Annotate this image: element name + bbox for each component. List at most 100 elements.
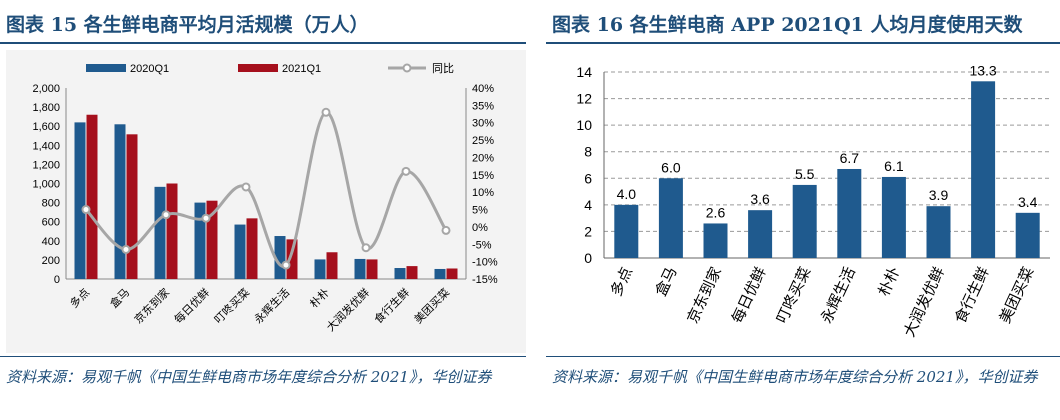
legend-label-2020q1: 2020Q1 [130, 63, 169, 75]
x-tick-label: 大润发优鲜 [323, 285, 372, 334]
data-label: 5.5 [795, 166, 815, 182]
y2-tick-label: 35% [472, 100, 494, 112]
bar [614, 204, 639, 258]
bar [881, 176, 906, 258]
bar-2021q1 [166, 183, 178, 279]
chart-15: 0 200 400 600 800 1,000 1,200 1,400 1,600 1,800 2,… [32, 62, 498, 334]
y-tick-label: 600 [42, 217, 60, 229]
yoy-point [441, 225, 451, 235]
bar-2020q1 [274, 236, 286, 279]
yoy-point [121, 244, 131, 254]
x-tick-label: 叮咚买菜 [211, 285, 252, 326]
y-tick-label: 6 [584, 170, 592, 186]
x-tick-label: 每日优鲜 [729, 265, 770, 327]
yoy-point [361, 243, 371, 253]
y-tick-label: 12 [576, 91, 592, 107]
bar [748, 210, 773, 258]
yoy-point [321, 107, 331, 117]
bar-2020q1 [154, 186, 166, 279]
y-tick-label: 1,200 [32, 159, 60, 171]
y2-tick-label: 15% [472, 170, 494, 182]
figure-15-source: 资料来源：易观千帆《中国生鲜电商市场年度综合分析 2021》，华创证券 [6, 368, 492, 386]
y2-tick-label: -5% [472, 239, 492, 251]
y-tick-label: 1,800 [32, 102, 60, 114]
data-label: 6.7 [840, 150, 860, 166]
y-tick-label: 400 [42, 236, 60, 248]
yoy-line [84, 110, 448, 268]
bar-2020q1 [394, 268, 406, 279]
bar [926, 206, 951, 258]
y-tick-label: 1,600 [32, 121, 60, 133]
y2-tick-label: 10% [472, 187, 494, 199]
y2-tick-label: 25% [472, 135, 494, 147]
bar-2021q1 [446, 268, 458, 279]
bar-2021q1 [406, 266, 418, 279]
bar-2020q1 [194, 202, 206, 279]
x-tick-label: 多点 [608, 265, 636, 299]
y-tick-label: 200 [42, 255, 60, 267]
x-tick-label: 盒马 [107, 285, 132, 310]
y-tick-label: 10 [576, 117, 592, 133]
data-label: 13.3 [969, 62, 996, 78]
y-tick-label: 800 [42, 198, 60, 210]
chart-15-area: 0 200 400 600 800 1,000 1,200 1,400 1,600 1,800 2,… [6, 50, 526, 353]
x-tick-label: 美团买菜 [412, 286, 452, 326]
source-rule [546, 356, 1060, 357]
data-label: 2.6 [706, 204, 726, 220]
x-tick-label: 京东到家 [131, 285, 172, 326]
y-tick-label: 0 [584, 250, 592, 266]
yoy-point [161, 210, 171, 220]
bar-2020q1 [234, 224, 246, 279]
y2-tick-label: 5% [472, 205, 488, 217]
y-tick-label: 8 [584, 144, 592, 160]
bar-2021q1 [206, 200, 218, 279]
y-tick-label: 1,400 [32, 140, 60, 152]
bar [1015, 212, 1040, 258]
bar [703, 223, 728, 258]
x-tick-label: 朴朴 [875, 265, 903, 299]
bar-2021q1 [326, 252, 338, 279]
bar-2021q1 [126, 134, 138, 279]
y2-tick-label: -10% [472, 257, 498, 269]
figure-16: 图表 16 各生鲜电商 APP 2021Q1 人均月度使用天数 0 2 4 6 8 10 1… [546, 0, 1060, 420]
yoy-point [281, 260, 291, 270]
yoy-point [201, 213, 211, 223]
figure-15-title: 图表 15 各生鲜电商平均月活规模（万人） [6, 14, 369, 36]
bar-2021q1 [366, 259, 378, 279]
legend-marker-yoy [402, 63, 412, 73]
data-label: 6.0 [661, 159, 681, 175]
x-tick-label: 食行生鲜 [371, 285, 412, 326]
x-tick-label: 盒马 [652, 265, 680, 299]
bar [658, 178, 683, 258]
x-tick-label: 叮咚买菜 [774, 265, 815, 327]
data-label: 6.1 [884, 158, 904, 174]
legend-swatch-2021q1 [238, 64, 278, 72]
y-tick-label: 4 [584, 197, 592, 213]
y-tick-label: 0 [54, 274, 60, 286]
bar-2020q1 [114, 124, 126, 279]
y-tick-label: 2 [584, 223, 592, 239]
y-tick-label: 14 [576, 64, 592, 80]
bar [837, 168, 862, 258]
chart-16-area: 0 2 4 6 8 10 12 14 4.0 多点 6.0 盒马 2.6 京东到家 3.6 每日优鲜 5.5 叮咚… [552, 50, 1060, 353]
yoy-point [81, 205, 91, 215]
yoy-point [241, 182, 251, 192]
x-tick-label: 朴朴 [307, 285, 332, 310]
title-rule [0, 42, 526, 44]
bar-2021q1 [286, 239, 298, 279]
data-label: 3.6 [750, 191, 770, 207]
bar-2020q1 [434, 268, 446, 279]
y2-tick-label: 30% [472, 118, 494, 130]
y2-tick-label: 0% [472, 222, 488, 234]
figure-16-source: 资料来源：易观千帆《中国生鲜电商市场年度综合分析 2021》，华创证券 [552, 368, 1038, 386]
bar [971, 81, 996, 258]
bar-2021q1 [86, 114, 98, 280]
x-tick-label: 京东到家 [684, 265, 725, 327]
y-tick-label: 1,000 [32, 179, 60, 191]
y-tick-label: 2,000 [32, 83, 60, 95]
figure-15: 图表 15 各生鲜电商平均月活规模（万人） 0 200 400 600 800 1,000… [0, 0, 526, 420]
bar-2020q1 [74, 122, 86, 279]
x-tick-label: 大润发优鲜 [901, 265, 948, 340]
bar-2021q1 [246, 218, 258, 279]
bar-2020q1 [314, 259, 326, 279]
